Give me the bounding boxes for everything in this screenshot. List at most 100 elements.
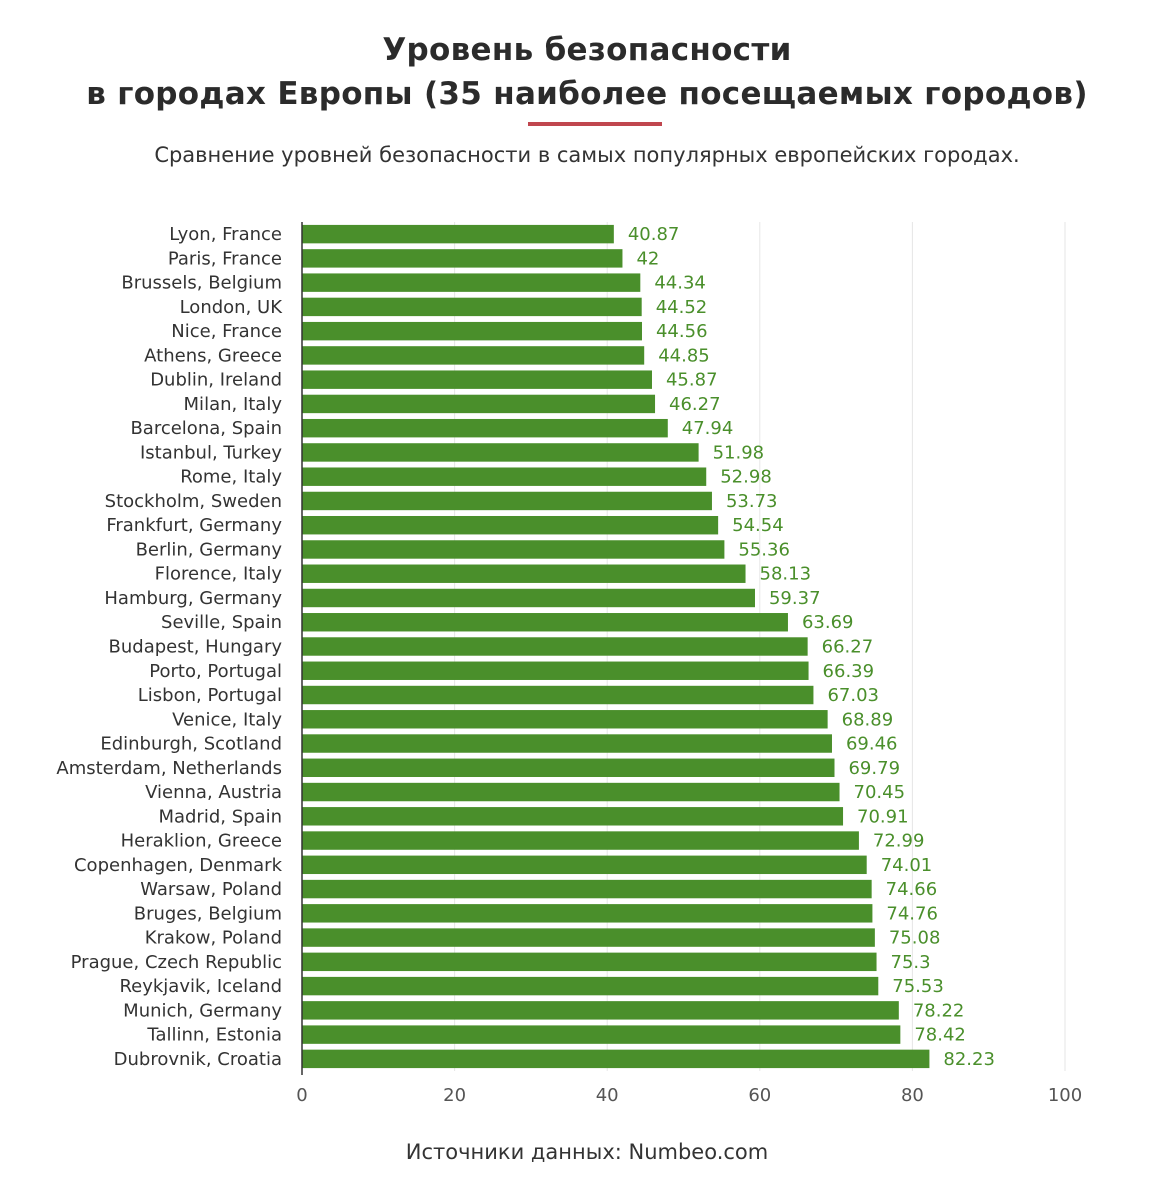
value-label: 54.54 bbox=[732, 515, 784, 536]
x-tick-label: 80 bbox=[901, 1085, 924, 1106]
bar bbox=[302, 1049, 930, 1069]
category-label: London, UK bbox=[180, 297, 284, 318]
category-label: Bruges, Belgium bbox=[134, 903, 282, 924]
value-label: 74.76 bbox=[886, 903, 938, 924]
category-label: Lisbon, Portugal bbox=[138, 685, 282, 706]
bar bbox=[302, 879, 872, 899]
value-label: 42 bbox=[636, 248, 659, 269]
category-label: Krakow, Poland bbox=[145, 928, 282, 949]
category-label: Porto, Portugal bbox=[149, 661, 282, 682]
bar bbox=[302, 321, 642, 341]
category-label: Budapest, Hungary bbox=[109, 637, 283, 658]
bar bbox=[302, 224, 614, 244]
x-tick-label: 60 bbox=[748, 1085, 771, 1106]
value-label: 63.69 bbox=[802, 612, 854, 633]
value-label: 66.27 bbox=[822, 637, 874, 658]
bar bbox=[302, 491, 712, 511]
value-label: 52.98 bbox=[720, 467, 772, 488]
value-label: 72.99 bbox=[873, 831, 925, 852]
category-label: Seville, Spain bbox=[161, 612, 282, 633]
bar bbox=[302, 515, 719, 535]
bar bbox=[302, 370, 652, 389]
bar bbox=[302, 637, 808, 656]
bar bbox=[302, 297, 642, 317]
title-accent-rule bbox=[528, 122, 662, 126]
value-label: 69.79 bbox=[848, 758, 900, 779]
category-label: Athens, Greece bbox=[144, 345, 282, 366]
category-label: Paris, France bbox=[168, 248, 282, 269]
category-label: Reykjavik, Iceland bbox=[119, 976, 282, 997]
value-label: 51.98 bbox=[713, 442, 765, 463]
bar bbox=[302, 564, 746, 583]
category-label: Berlin, Germany bbox=[136, 539, 283, 560]
bar bbox=[302, 782, 840, 802]
category-label: Dubrovnik, Croatia bbox=[114, 1049, 282, 1070]
category-label: Warsaw, Poland bbox=[140, 879, 282, 900]
category-label: Heraklion, Greece bbox=[121, 831, 282, 852]
bar bbox=[302, 758, 835, 778]
value-label: 58.13 bbox=[760, 564, 812, 585]
bar bbox=[302, 1025, 901, 1044]
bar bbox=[302, 661, 809, 680]
value-label: 59.37 bbox=[769, 588, 821, 609]
value-label: 44.85 bbox=[658, 345, 710, 366]
value-label: 44.52 bbox=[656, 297, 708, 318]
value-label: 47.94 bbox=[682, 418, 734, 439]
x-tick-label: 0 bbox=[296, 1085, 307, 1106]
bar bbox=[302, 685, 814, 705]
bar bbox=[302, 734, 832, 753]
category-label: Munich, Germany bbox=[123, 1000, 282, 1021]
category-label: Tallinn, Estonia bbox=[146, 1025, 282, 1046]
category-label: Copenhagen, Denmark bbox=[74, 855, 283, 876]
value-label: 75.08 bbox=[889, 928, 941, 949]
category-label: Amsterdam, Netherlands bbox=[56, 758, 282, 779]
bar bbox=[302, 346, 645, 365]
category-label: Lyon, France bbox=[169, 224, 282, 245]
bar bbox=[302, 952, 877, 972]
value-label: 53.73 bbox=[726, 491, 778, 512]
chart-title-line-1: Уровень безопасности bbox=[382, 32, 792, 68]
bar bbox=[302, 904, 873, 923]
category-label: Rome, Italy bbox=[180, 467, 282, 488]
x-tick-label: 20 bbox=[443, 1085, 466, 1106]
value-label: 78.22 bbox=[913, 1000, 965, 1021]
value-label: 67.03 bbox=[827, 685, 879, 706]
bar bbox=[302, 1001, 899, 1020]
value-label: 68.89 bbox=[842, 709, 894, 730]
category-label: Frankfurt, Germany bbox=[106, 515, 282, 536]
value-label: 44.56 bbox=[656, 321, 708, 342]
bar bbox=[302, 540, 725, 559]
bar bbox=[302, 394, 656, 414]
value-label: 75.53 bbox=[892, 976, 944, 997]
bar bbox=[302, 443, 699, 462]
category-label: Vienna, Austria bbox=[145, 782, 282, 803]
bar bbox=[302, 467, 707, 486]
data-source-note: Источники данных: Numbeo.com bbox=[405, 1140, 769, 1164]
category-label: Stockholm, Sweden bbox=[105, 491, 282, 512]
value-label: 69.46 bbox=[846, 734, 898, 755]
chart-subtitle: Сравнение уровней безопасности в самых п… bbox=[154, 143, 1020, 167]
bar bbox=[302, 831, 859, 850]
category-label: Barcelona, Spain bbox=[130, 418, 282, 439]
category-label: Prague, Czech Republic bbox=[71, 952, 282, 973]
value-label: 78.42 bbox=[914, 1025, 966, 1046]
category-label: Venice, Italy bbox=[172, 709, 282, 730]
value-label: 44.34 bbox=[654, 273, 706, 294]
bar bbox=[302, 249, 623, 268]
category-label: Istanbul, Turkey bbox=[140, 442, 282, 463]
category-label: Dublin, Ireland bbox=[150, 370, 282, 391]
category-label: Brussels, Belgium bbox=[121, 273, 282, 294]
bar bbox=[302, 976, 879, 996]
bar bbox=[302, 928, 875, 947]
value-label: 70.91 bbox=[857, 806, 909, 827]
bar bbox=[302, 613, 788, 632]
x-tick-label: 100 bbox=[1048, 1085, 1082, 1106]
value-label: 66.39 bbox=[823, 661, 875, 682]
chart-title-line-2: в городах Европы (35 наиболее посещаемых… bbox=[86, 76, 1088, 112]
x-tick-label: 40 bbox=[596, 1085, 619, 1106]
value-label: 46.27 bbox=[669, 394, 721, 415]
category-label: Hamburg, Germany bbox=[104, 588, 282, 609]
category-label: Edinburgh, Scotland bbox=[100, 734, 282, 755]
category-label: Madrid, Spain bbox=[158, 806, 282, 827]
